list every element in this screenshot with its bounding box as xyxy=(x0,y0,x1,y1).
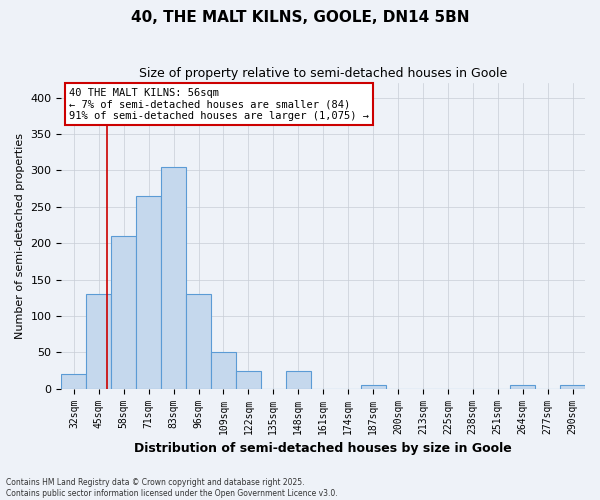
Bar xyxy=(560,385,585,388)
Bar xyxy=(286,370,311,388)
Bar xyxy=(211,352,236,388)
Bar xyxy=(136,196,161,388)
Text: 40 THE MALT KILNS: 56sqm
← 7% of semi-detached houses are smaller (84)
91% of se: 40 THE MALT KILNS: 56sqm ← 7% of semi-de… xyxy=(69,88,369,121)
Text: 40, THE MALT KILNS, GOOLE, DN14 5BN: 40, THE MALT KILNS, GOOLE, DN14 5BN xyxy=(131,10,469,25)
Bar xyxy=(186,294,211,388)
Y-axis label: Number of semi-detached properties: Number of semi-detached properties xyxy=(15,133,25,339)
Bar xyxy=(111,236,136,388)
Bar xyxy=(86,294,111,388)
Bar xyxy=(361,385,386,388)
Bar xyxy=(236,370,261,388)
Bar xyxy=(510,385,535,388)
Text: Contains HM Land Registry data © Crown copyright and database right 2025.
Contai: Contains HM Land Registry data © Crown c… xyxy=(6,478,338,498)
Title: Size of property relative to semi-detached houses in Goole: Size of property relative to semi-detach… xyxy=(139,68,508,80)
Bar xyxy=(61,374,86,388)
X-axis label: Distribution of semi-detached houses by size in Goole: Distribution of semi-detached houses by … xyxy=(134,442,512,455)
Bar xyxy=(161,166,186,388)
